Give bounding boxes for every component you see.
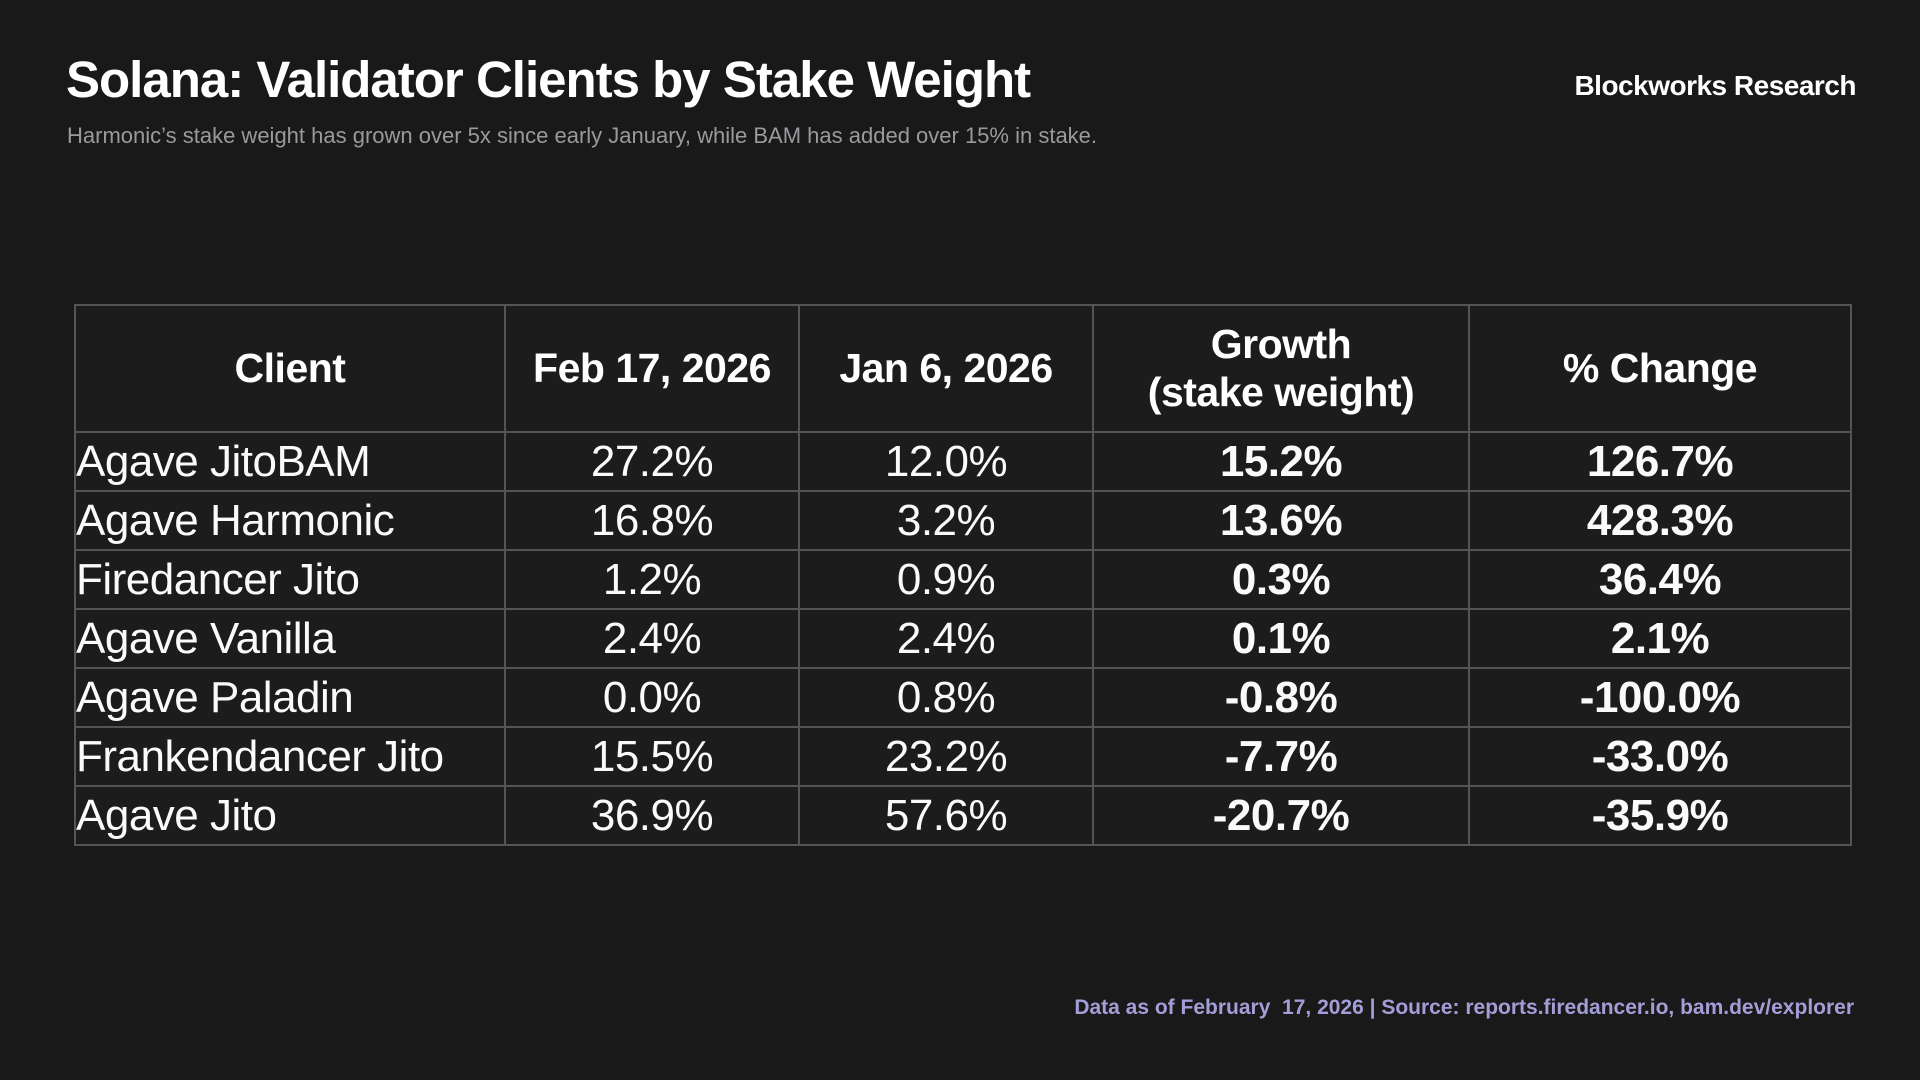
pct-change-cell: 36.4% (1468, 549, 1852, 610)
table-row: Frankendancer Jito 15.5% 23.2% -7.7% -33… (74, 726, 1852, 787)
growth-cell: 15.2% (1092, 431, 1470, 492)
table-header-row: Client Feb 17, 2026 Jan 6, 2026 Growth (… (74, 304, 1852, 433)
jan6-cell: 3.2% (798, 490, 1094, 551)
feb17-cell: 2.4% (504, 608, 800, 669)
feb17-cell: 16.8% (504, 490, 800, 551)
col-header-growth-line2: (stake weight) (1147, 368, 1415, 415)
pct-change-cell: 126.7% (1468, 431, 1852, 492)
col-header-growth: Growth (stake weight) (1092, 304, 1470, 433)
client-cell: Agave Vanilla (74, 608, 506, 669)
table-row: Agave JitoBAM 27.2% 12.0% 15.2% 126.7% (74, 431, 1852, 492)
brand-wordmark: Blockworks Research (1574, 70, 1856, 101)
stake-weight-table: Client Feb 17, 2026 Jan 6, 2026 Growth (… (74, 304, 1852, 846)
client-cell: Firedancer Jito (74, 549, 506, 610)
growth-cell: 0.1% (1092, 608, 1470, 669)
growth-cell: -20.7% (1092, 785, 1470, 846)
table-row: Agave Paladin 0.0% 0.8% -0.8% -100.0% (74, 667, 1852, 728)
growth-cell: -0.8% (1092, 667, 1470, 728)
pct-change-cell: -100.0% (1468, 667, 1852, 728)
jan6-cell: 57.6% (798, 785, 1094, 846)
growth-cell: 0.3% (1092, 549, 1470, 610)
col-header-pct-change: % Change (1468, 304, 1852, 433)
pct-change-cell: -33.0% (1468, 726, 1852, 787)
pct-change-cell: 2.1% (1468, 608, 1852, 669)
growth-cell: -7.7% (1092, 726, 1470, 787)
client-cell: Agave Paladin (74, 667, 506, 728)
col-header-jan6: Jan 6, 2026 (798, 304, 1094, 433)
feb17-cell: 15.5% (504, 726, 800, 787)
client-cell: Frankendancer Jito (74, 726, 506, 787)
table-row: Agave Jito 36.9% 57.6% -20.7% -35.9% (74, 785, 1852, 846)
table-row: Firedancer Jito 1.2% 0.9% 0.3% 36.4% (74, 549, 1852, 610)
pct-change-cell: 428.3% (1468, 490, 1852, 551)
client-cell: Agave JitoBAM (74, 431, 506, 492)
col-header-feb17: Feb 17, 2026 (504, 304, 800, 433)
feb17-cell: 36.9% (504, 785, 800, 846)
jan6-cell: 0.8% (798, 667, 1094, 728)
col-header-client: Client (74, 304, 506, 433)
jan6-cell: 0.9% (798, 549, 1094, 610)
col-header-growth-line1: Growth (1210, 321, 1352, 368)
table-row: Agave Vanilla 2.4% 2.4% 0.1% 2.1% (74, 608, 1852, 669)
jan6-cell: 2.4% (798, 608, 1094, 669)
pct-change-cell: -35.9% (1468, 785, 1852, 846)
feb17-cell: 1.2% (504, 549, 800, 610)
client-cell: Agave Harmonic (74, 490, 506, 551)
jan6-cell: 12.0% (798, 431, 1094, 492)
page-title: Solana: Validator Clients by Stake Weigh… (66, 51, 1031, 108)
jan6-cell: 23.2% (798, 726, 1094, 787)
feb17-cell: 27.2% (504, 431, 800, 492)
page-subtitle: Harmonic’s stake weight has grown over 5… (67, 123, 1098, 148)
table-row: Agave Harmonic 16.8% 3.2% 13.6% 428.3% (74, 490, 1852, 551)
feb17-cell: 0.0% (504, 667, 800, 728)
source-note: Data as of February 17, 2026 | Source: r… (1074, 996, 1854, 1019)
growth-cell: 13.6% (1092, 490, 1470, 551)
client-cell: Agave Jito (74, 785, 506, 846)
